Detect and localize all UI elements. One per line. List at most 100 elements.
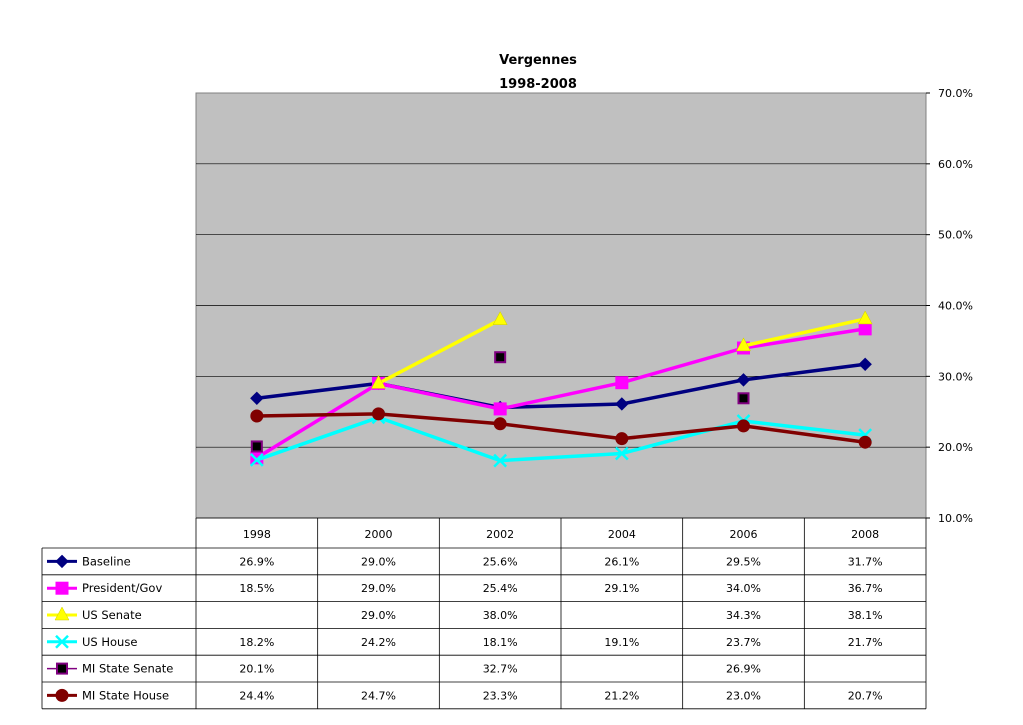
table-row: US House 18.2% 24.2% 18.1% 19.1% 23.7% 21.7% [47,635,883,649]
diamond-marker [615,397,629,411]
diamond-marker [858,357,872,371]
data-label: 23.0% [726,689,761,702]
series-line-segment [741,419,867,437]
series-us-senate [371,310,873,389]
square-marker [493,402,507,416]
series-line-segment [620,424,746,441]
diamond-marker [250,391,264,405]
category-label: 2006 [730,528,758,541]
legend-entry: Baseline [82,554,131,568]
category-label: 2004 [608,528,636,541]
data-label: 18.1% [483,636,518,649]
category-label: 1998 [243,528,271,541]
circle-marker [858,435,872,449]
category-label: 2002 [486,528,514,541]
chart-title: Vergennes [499,53,577,68]
square-marker [55,581,69,595]
series-line-segment [620,346,746,385]
data-label: 29.0% [361,555,396,568]
category-label: 2008 [851,528,879,541]
chart-subtitle: 1998-2008 [499,77,577,92]
square-marker [858,322,872,336]
diamond-marker [736,373,751,387]
table-row: President/Gov 18.5% 29.0% 25.4% 29.1% 34.0% 36… [47,581,883,595]
y-tick-label: 30.0% [938,370,973,383]
data-label: 38.1% [848,609,883,622]
series-line-segment [620,378,746,406]
table-row: US Senate 29.0% 38.0% 34.3% 38.1% [47,606,883,622]
series-line-segment [255,412,381,418]
series-layer [249,310,873,468]
data-label: 21.2% [604,689,639,702]
data-label: 23.7% [726,636,761,649]
y-tick-label: 20.0% [938,441,973,454]
data-label: 19.1% [604,636,639,649]
triangle-marker [857,310,873,325]
triangle-marker [371,374,386,389]
data-label: 34.3% [726,609,761,622]
y-axis: 70.0% 60.0% 50.0% 40.0% 30.0% 20.0% 10.0% [926,87,973,525]
series-line-segment [255,381,381,460]
data-label: 24.4% [239,689,274,702]
y-tick-label: 60.0% [938,158,973,171]
circle-marker [372,407,385,421]
series-line-segment [376,381,502,411]
legend-entry: MI State Senate [82,662,173,676]
data-label: 26.1% [604,555,639,568]
legend-entry: US House [82,635,137,649]
data-label: 26.9% [726,663,761,676]
circle-marker [250,409,264,423]
data-table: 1998 2000 2002 2004 2006 2008 Baseline 26.9% 29.… [41,517,927,710]
x-marker-stroke [249,453,264,467]
category-label: 2000 [365,528,393,541]
series-line-segment [498,402,624,410]
square-marker [494,351,507,364]
series-line-segment [741,327,867,350]
y-tick-label: 50.0% [938,229,973,242]
data-label: 20.7% [848,689,883,702]
data-label: 34.0% [726,582,761,595]
series-mi-state-senate [250,351,750,453]
data-label: 31.7% [848,555,883,568]
data-label: 29.5% [726,555,761,568]
circle-marker [55,688,69,702]
x-marker [614,446,629,461]
series-line-segment [741,424,867,444]
gridlines [196,163,926,448]
square-marker [737,392,750,405]
x-marker-stroke [55,634,69,649]
data-label: 24.2% [361,636,396,649]
y-tick-label: 70.0% [938,87,973,100]
triangle-marker [54,606,70,621]
series-line-segment [741,317,867,348]
data-label: 36.7% [848,582,883,595]
series-line-segment [376,317,502,386]
circle-marker [737,419,750,433]
legend-entry: US Senate [82,608,142,622]
square-marker [56,662,68,675]
series-line-segment [376,412,502,426]
circle-marker [615,432,629,446]
square-marker [250,440,263,453]
x-marker [493,453,508,468]
series-line-segment [498,451,624,463]
triangle-marker [492,311,508,325]
data-label: 25.6% [483,555,518,568]
data-label: 32.7% [483,663,518,676]
series-line-segment [376,415,502,463]
x-marker-stroke [493,453,508,468]
series-mi-state-house [250,407,872,449]
y-tick-label: 40.0% [938,300,973,313]
data-label: 29.1% [604,582,639,595]
legend-entry: MI State House [82,688,169,702]
table-row: MI State Senate 20.1% 32.7% 26.9% [47,662,761,676]
data-label: 25.4% [483,582,518,595]
series-line-segment [498,422,624,441]
triangle-marker [736,337,751,352]
data-label: 29.0% [361,609,396,622]
data-label: 29.0% [361,582,396,595]
series-line-segment [255,381,381,401]
series-line-segment [741,362,867,382]
x-marker-stroke [614,446,629,461]
